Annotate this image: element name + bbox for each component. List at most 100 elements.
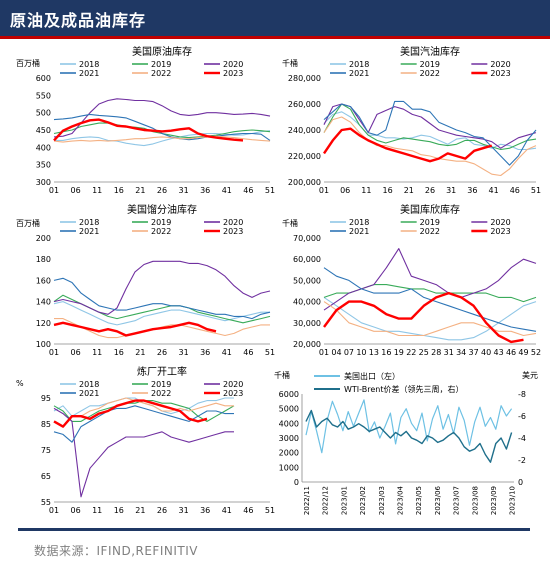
exports-legend-label: WTI-Brent价差（领先三周，右） bbox=[344, 384, 464, 394]
exports-legend-label: 美国出口（左） bbox=[344, 371, 400, 381]
crude-x-tick: 11 bbox=[92, 186, 102, 195]
refinery-series-5 bbox=[53, 399, 208, 428]
crude-series-2 bbox=[53, 98, 271, 138]
ara-y-tick: 50,000 bbox=[293, 276, 321, 285]
gasoline-title: 美国汽油库存 bbox=[400, 45, 460, 58]
refinery-x-tick: 21 bbox=[135, 506, 145, 515]
distillate-title: 美国馏分油库存 bbox=[127, 203, 197, 216]
crude-y-tick: 550 bbox=[36, 91, 51, 100]
exports-y-tick: 1000 bbox=[279, 463, 299, 472]
refinery-y-tick: 55 bbox=[41, 498, 51, 507]
crude-x-tick: 26 bbox=[157, 186, 167, 195]
gasoline-x-tick: 01 bbox=[319, 186, 329, 195]
exports-x-tick: 2023/02 bbox=[359, 486, 367, 515]
refinery-x-tick: 16 bbox=[114, 506, 124, 515]
crude-series-5 bbox=[53, 118, 244, 142]
gasoline-x-tick: 26 bbox=[425, 186, 435, 195]
ara-x-tick: 43 bbox=[493, 348, 503, 357]
crude-y-tick: 600 bbox=[36, 74, 51, 83]
ara-x-tick: 22 bbox=[406, 348, 416, 357]
crude-series-3 bbox=[53, 113, 271, 141]
distillate-x-tick: 36 bbox=[200, 348, 210, 357]
gasoline-legend-label: 2022 bbox=[420, 69, 440, 78]
ara-x-tick: 49 bbox=[518, 348, 528, 357]
gasoline-series-0 bbox=[323, 111, 537, 151]
gasoline-y-tick: 260,000 bbox=[288, 100, 321, 109]
ara-unit-label: 千桶 bbox=[282, 218, 298, 228]
exports-y-tick: 6000 bbox=[279, 390, 299, 399]
ara-x-tick: 04 bbox=[331, 348, 341, 357]
ara-x-tick: 37 bbox=[469, 348, 479, 357]
us-exports-chart: 千桶 0 1000 2000 3000 4000 5000 6000 2022/11 2022/1… bbox=[274, 370, 538, 515]
ara-series-0 bbox=[323, 296, 537, 341]
distillate-x-tick: 26 bbox=[157, 348, 167, 357]
exports-series-0 bbox=[305, 399, 513, 454]
ara-y-tick: 40,000 bbox=[293, 298, 321, 307]
refinery-legend-label: 2022 bbox=[151, 389, 171, 398]
crude-x-tick: 21 bbox=[135, 186, 145, 195]
exports-x-tick: 2023/05 bbox=[415, 486, 423, 515]
refinery-y-tick: 95 bbox=[41, 394, 51, 403]
gasoline-y-tick: 200,000 bbox=[288, 178, 321, 187]
crude-title: 美国原油库存 bbox=[132, 45, 192, 58]
exports-x-tick: 2022/11 bbox=[303, 486, 311, 515]
crude-y-tick: 300 bbox=[36, 178, 51, 187]
distillate-series-2 bbox=[53, 260, 271, 315]
crude-x-tick: 51 bbox=[265, 186, 275, 195]
refinery-y-tick: 85 bbox=[41, 420, 51, 429]
crude-legend-label: 2020 bbox=[223, 60, 243, 69]
ara-x-tick: 10 bbox=[356, 348, 366, 357]
crude-x-tick: 06 bbox=[71, 186, 81, 195]
refinery-y-tick: 75 bbox=[41, 446, 51, 455]
exports-series-1 bbox=[305, 409, 513, 463]
exports-y-right-tick: -2 bbox=[518, 456, 526, 465]
distillate-legend-label: 2021 bbox=[79, 227, 99, 236]
refinery-series-3 bbox=[53, 405, 234, 443]
gasoline-series-5 bbox=[323, 127, 493, 163]
distillate-series-0 bbox=[53, 301, 270, 326]
distillate-unit-label: 百万桶 bbox=[16, 218, 40, 228]
exports-y-tick: 4000 bbox=[279, 419, 299, 428]
ara-x-tick: 34 bbox=[456, 348, 466, 357]
crude-series-4 bbox=[53, 135, 271, 143]
gasoline-x-tick: 21 bbox=[404, 186, 414, 195]
distillate-x-tick: 21 bbox=[135, 348, 145, 357]
distillate-y-tick: 180 bbox=[36, 255, 51, 264]
distillate-y-tick: 120 bbox=[36, 319, 51, 328]
distillate-y-tick: 140 bbox=[36, 298, 51, 307]
crude-legend-label: 2022 bbox=[151, 69, 171, 78]
distillate-x-tick: 01 bbox=[49, 348, 59, 357]
distillate-x-tick: 41 bbox=[222, 348, 232, 357]
exports-x-tick: 2023/01 bbox=[340, 486, 348, 515]
ara-series-2 bbox=[323, 248, 537, 311]
ara-x-tick: 31 bbox=[444, 348, 454, 357]
gasoline-x-tick: 31 bbox=[446, 186, 456, 195]
distillate-series-3 bbox=[53, 277, 271, 320]
crude-y-tick: 350 bbox=[36, 161, 51, 170]
ara-series-4 bbox=[323, 301, 537, 337]
refinery-legend-label: 2019 bbox=[151, 380, 171, 389]
refinery-legend-label: 2021 bbox=[79, 389, 99, 398]
ara-legend-label: 2021 bbox=[349, 227, 369, 236]
distillate-legend-label: 2018 bbox=[79, 218, 99, 227]
crude-legend-label: 2023 bbox=[223, 69, 243, 78]
refinery-legend-label: 2018 bbox=[79, 380, 99, 389]
ara-x-tick: 01 bbox=[319, 348, 329, 357]
refinery-x-tick: 41 bbox=[222, 506, 232, 515]
gasoline-y-tick: 220,000 bbox=[288, 152, 321, 161]
crude-legend-label: 2019 bbox=[151, 60, 171, 69]
ara-x-tick: 52 bbox=[531, 348, 541, 357]
ara-legend-label: 2020 bbox=[490, 218, 510, 227]
ara-y-tick: 70,000 bbox=[293, 234, 321, 243]
distillate-series-1 bbox=[53, 294, 271, 324]
exports-x-tick: 2023/10 bbox=[509, 486, 517, 515]
gasoline-series-2 bbox=[323, 103, 537, 149]
ara-title: 美国库欣库存 bbox=[400, 203, 460, 216]
footer-divider bbox=[18, 528, 530, 531]
crude-x-tick: 01 bbox=[49, 186, 59, 195]
exports-x-tick: 2023/09 bbox=[490, 486, 498, 515]
gasoline-x-tick: 11 bbox=[361, 186, 371, 195]
exports-y-right-tick: -6 bbox=[518, 412, 526, 421]
